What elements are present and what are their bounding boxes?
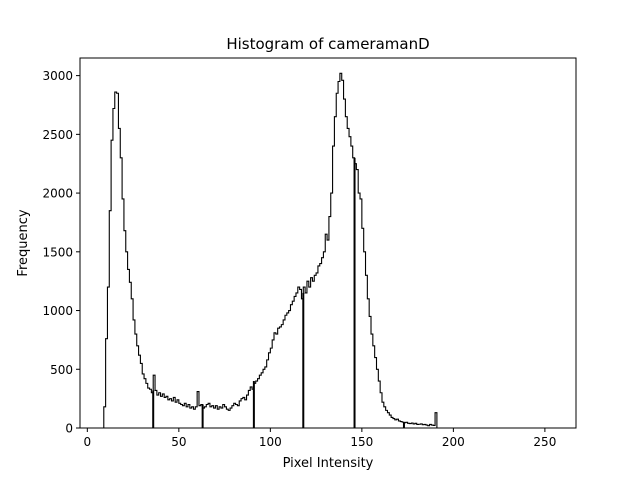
chart-title: Histogram of cameramanD: [226, 35, 429, 53]
histogram-gap-lines: [152, 157, 405, 428]
y-tick-label: 0: [65, 422, 73, 436]
y-tick-label: 2500: [42, 128, 73, 142]
y-tick-label: 3000: [42, 69, 73, 83]
y-axis-label: Frequency: [16, 209, 31, 276]
y-tick-label: 1500: [42, 245, 73, 259]
histogram-step-line: [101, 72, 439, 429]
x-axis-label: Pixel Intensity: [283, 456, 374, 471]
y-tick-label: 2000: [42, 187, 73, 201]
y-axis-ticks: 0 500 1000 1500 2000 2500 3000: [42, 69, 80, 436]
x-tick-label: 250: [533, 435, 556, 449]
y-tick-label: 500: [50, 363, 73, 377]
x-tick-label: 0: [84, 435, 92, 449]
x-tick-label: 100: [259, 435, 282, 449]
plot-area-frame: [79, 57, 577, 429]
x-tick-label: 50: [171, 435, 186, 449]
x-tick-label: 200: [442, 435, 465, 449]
x-tick-label: 150: [350, 435, 373, 449]
y-tick-label: 1000: [42, 304, 73, 318]
x-axis-ticks: 0 50 100 150 200 250: [84, 428, 556, 449]
